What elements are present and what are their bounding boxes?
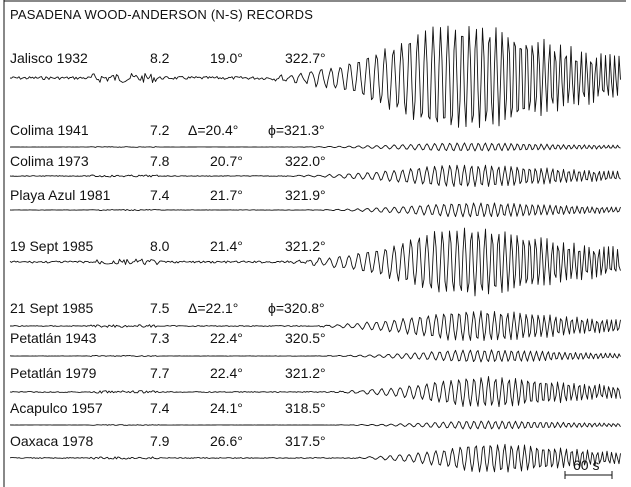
time-scale-bar: 60 s: [564, 457, 613, 479]
record-distance: 21.4°: [210, 238, 243, 254]
scale-bar-label: 60 s: [573, 457, 599, 473]
record-distance: 26.6°: [210, 433, 243, 449]
record-distance: 22.4°: [210, 365, 243, 381]
record-distance: Δ=20.4°: [188, 122, 238, 138]
seismogram-trace: [9, 25, 621, 128]
seismogram-trace: [9, 349, 621, 363]
record-distance: 22.4°: [210, 330, 243, 346]
record-magnitude: 8.0: [150, 238, 170, 254]
seismogram-trace: [9, 310, 621, 342]
record-name: Petatlán 1979: [10, 365, 97, 381]
record-azimuth: ϕ=320.8°: [268, 300, 325, 316]
record-azimuth: 321.2°: [285, 365, 326, 381]
record-azimuth: 321.2°: [285, 238, 326, 254]
record-azimuth: 320.5°: [285, 330, 326, 346]
record-name: Colima 1941: [10, 122, 89, 138]
record-magnitude: 7.9: [150, 433, 170, 449]
seismogram-trace: [9, 164, 621, 188]
scale-bar-line: [564, 471, 613, 479]
record-azimuth: 321.9°: [285, 187, 326, 203]
record-name: Oaxaca 1978: [10, 433, 93, 449]
seismogram-trace: [9, 202, 621, 218]
record-name: Petatlán 1943: [10, 330, 97, 346]
seismogram-traces: [9, 25, 621, 473]
record-name: Acapulco 1957: [10, 400, 103, 416]
record-magnitude: 7.3: [150, 330, 170, 346]
record-name: 21 Sept 1985: [10, 300, 94, 316]
figure-title: PASADENA WOOD-ANDERSON (N-S) RECORDS: [10, 7, 313, 22]
record-distance: Δ=22.1°: [188, 300, 238, 316]
record-labels: Jalisco 1932 8.2 19.0° 322.7° Colima 194…: [10, 50, 326, 449]
seismogram-trace: [9, 443, 621, 473]
record-distance: 20.7°: [210, 153, 243, 169]
record-magnitude: 7.2: [150, 122, 170, 138]
record-magnitude: 7.8: [150, 153, 170, 169]
record-azimuth: 322.0°: [285, 153, 326, 169]
record-name: Playa Azul 1981: [10, 187, 111, 203]
record-azimuth: 322.7°: [285, 50, 326, 66]
record-magnitude: 7.4: [150, 400, 170, 416]
record-azimuth: ϕ=321.3°: [268, 122, 325, 138]
record-name: 19 Sept 1985: [10, 238, 94, 254]
record-distance: 24.1°: [210, 400, 243, 416]
record-name: Jalisco 1932: [10, 50, 88, 66]
record-distance: 19.0°: [210, 50, 243, 66]
seismogram-trace: [9, 142, 621, 152]
record-magnitude: 7.4: [150, 187, 170, 203]
record-name: Colima 1973: [10, 153, 89, 169]
record-azimuth: 317.5°: [285, 433, 326, 449]
seismogram-trace: [9, 420, 621, 430]
seismogram-trace: [9, 376, 621, 408]
seismogram-trace: [9, 227, 621, 297]
record-distance: 21.7°: [210, 187, 243, 203]
record-azimuth: 318.5°: [285, 400, 326, 416]
record-magnitude: 7.7: [150, 365, 170, 381]
record-magnitude: 8.2: [150, 50, 170, 66]
record-magnitude: 7.5: [150, 300, 170, 316]
